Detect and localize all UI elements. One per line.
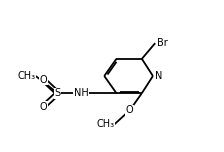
Text: O: O [126, 105, 134, 115]
Text: N: N [155, 71, 163, 81]
Text: O: O [40, 75, 47, 85]
Text: NH: NH [74, 88, 88, 98]
Text: O: O [40, 102, 47, 112]
Text: S: S [55, 88, 61, 98]
Text: CH₃: CH₃ [17, 71, 36, 81]
Text: CH₃: CH₃ [96, 119, 114, 130]
Text: Br: Br [157, 38, 168, 48]
